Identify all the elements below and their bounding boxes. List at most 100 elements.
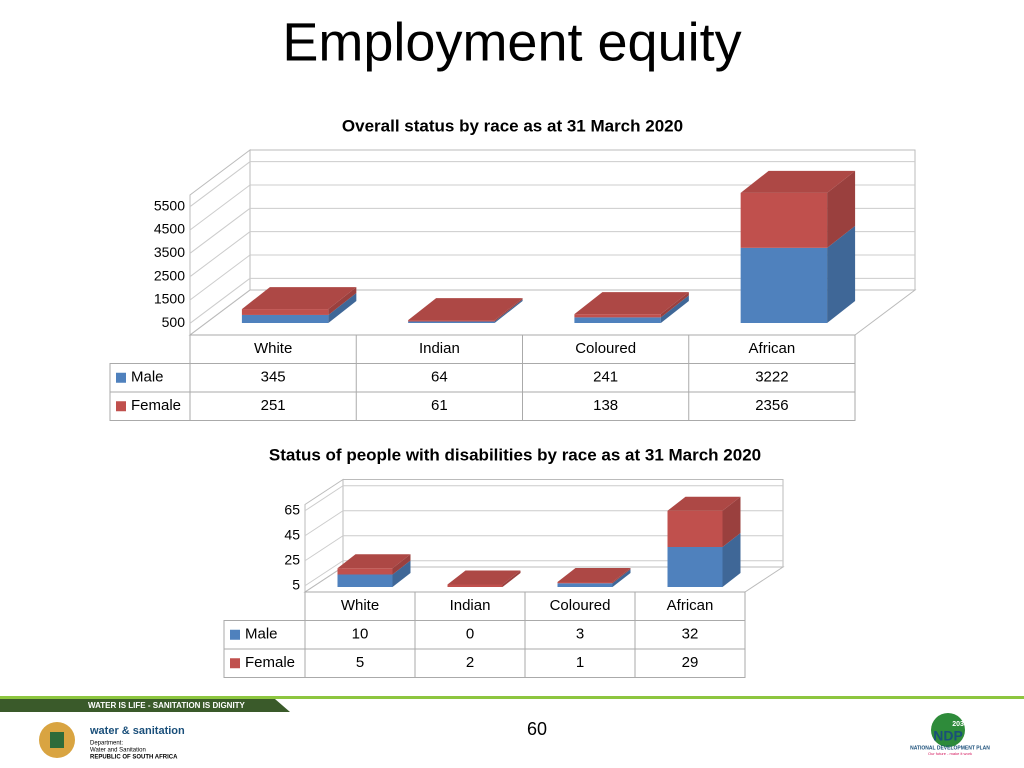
legend-label: Female (131, 397, 181, 414)
x-tick-label: African (749, 340, 796, 357)
side-wall (189, 149, 251, 336)
bar-top (337, 554, 411, 569)
bar-top (447, 570, 521, 585)
grid-line (304, 535, 344, 562)
legend-label: Male (245, 626, 278, 643)
charts: Overall status by race as at 31 March 20… (109, 116, 917, 678)
table-value: 32 (682, 626, 699, 643)
chart: Status of people with disabilities by ra… (223, 445, 785, 678)
bar-front (241, 314, 329, 323)
bar-side (612, 568, 631, 584)
bar-front (557, 583, 613, 587)
x-tick-label: White (254, 340, 292, 357)
table-value: 138 (593, 397, 618, 414)
bar-front (337, 568, 393, 575)
chart-title: Status of people with disabilities by ra… (269, 445, 761, 464)
bar-top (557, 568, 631, 582)
legend-swatch (230, 629, 240, 640)
x-tick-label: Coloured (550, 597, 611, 614)
bar-side (502, 570, 521, 587)
bar-front (667, 547, 723, 587)
table-value: 0 (466, 626, 474, 643)
legend-swatch (116, 372, 126, 383)
coat-of-arms-shield (50, 732, 64, 748)
legend-label: Female (245, 654, 295, 671)
slide-title: Employment equity (282, 12, 741, 72)
grid-line (189, 161, 251, 208)
ndp-tagline: Our future - make it work (928, 751, 972, 756)
dept-line: Water and Sanitation (90, 748, 146, 754)
bar-top (667, 496, 741, 511)
bar-side (722, 533, 741, 587)
grid-line (189, 254, 251, 301)
bar-side (660, 292, 689, 318)
table-value: 1 (576, 654, 584, 671)
legend-swatch (116, 401, 126, 412)
table-value: 345 (261, 369, 286, 386)
legend-label: Male (131, 369, 164, 386)
footer-line (0, 696, 1024, 699)
grid-line (189, 184, 251, 231)
ndp-emblem (931, 713, 965, 747)
grid-line (304, 510, 344, 537)
dept-line: Department: (90, 741, 123, 747)
ndp-short: NDP (933, 728, 963, 744)
footer-banner-text: WATER IS LIFE - SANITATION IS DIGNITY (88, 701, 246, 710)
y-tick-label: 25 (284, 551, 300, 567)
bar-side (660, 295, 689, 323)
ndp-name: NATIONAL DEVELOPMENT PLAN (910, 745, 990, 751)
footer-banner (0, 699, 290, 712)
y-tick-label: 5500 (154, 197, 185, 213)
table-value: 64 (431, 369, 448, 386)
bar-side (612, 569, 631, 587)
table-value: 61 (431, 397, 448, 414)
table-value: 3222 (755, 369, 788, 386)
table-value: 5 (356, 654, 364, 671)
y-tick-label: 3500 (154, 244, 185, 260)
bar-side (494, 298, 523, 322)
y-tick-label: 1500 (154, 291, 185, 307)
bar-side (722, 496, 741, 547)
bar-side (392, 560, 411, 587)
bar-top (740, 170, 856, 193)
bar-front (241, 309, 329, 315)
y-tick-label: 65 (284, 501, 300, 517)
table-value: 241 (593, 369, 618, 386)
chart: Overall status by race as at 31 March 20… (109, 116, 917, 421)
y-tick-label: 500 (162, 314, 186, 330)
legend-swatch (230, 658, 240, 669)
bar-side (494, 299, 523, 323)
dept-name: water & sanitation (89, 725, 185, 737)
side-wall (304, 478, 344, 593)
y-tick-label: 2500 (154, 267, 185, 283)
x-tick-label: African (667, 597, 714, 614)
ndp-logo: 2030 NDP NATIONAL DEVELOPMENT PLAN Our f… (910, 713, 990, 756)
x-tick-label: Indian (419, 340, 460, 357)
dept-line: REPUBLIC OF SOUTH AFRICA (90, 755, 178, 761)
table-value: 29 (682, 654, 699, 671)
bar-top (408, 298, 523, 321)
table-value: 10 (352, 626, 369, 643)
bar-front (408, 321, 495, 323)
grid-line (189, 277, 251, 324)
bar-side (392, 554, 411, 575)
grid-line (189, 207, 251, 254)
dept-logo: water & sanitation Department: Water and… (39, 722, 185, 761)
table-value: 251 (261, 397, 286, 414)
grid-line (189, 231, 251, 278)
bar-front (740, 192, 828, 248)
bar-front (574, 317, 661, 323)
bar-front (740, 247, 828, 323)
table-value: 2356 (755, 397, 788, 414)
ndp-year: 2030 (952, 721, 968, 728)
page-number: 60 (527, 719, 547, 739)
table-value: 2 (466, 654, 474, 671)
bar-side (827, 170, 856, 248)
y-tick-label: 4500 (154, 221, 185, 237)
bar-side (328, 287, 357, 315)
y-tick-label: 5 (292, 576, 300, 592)
bar-top (241, 287, 357, 310)
chart-title: Overall status by race as at 31 March 20… (342, 116, 683, 135)
